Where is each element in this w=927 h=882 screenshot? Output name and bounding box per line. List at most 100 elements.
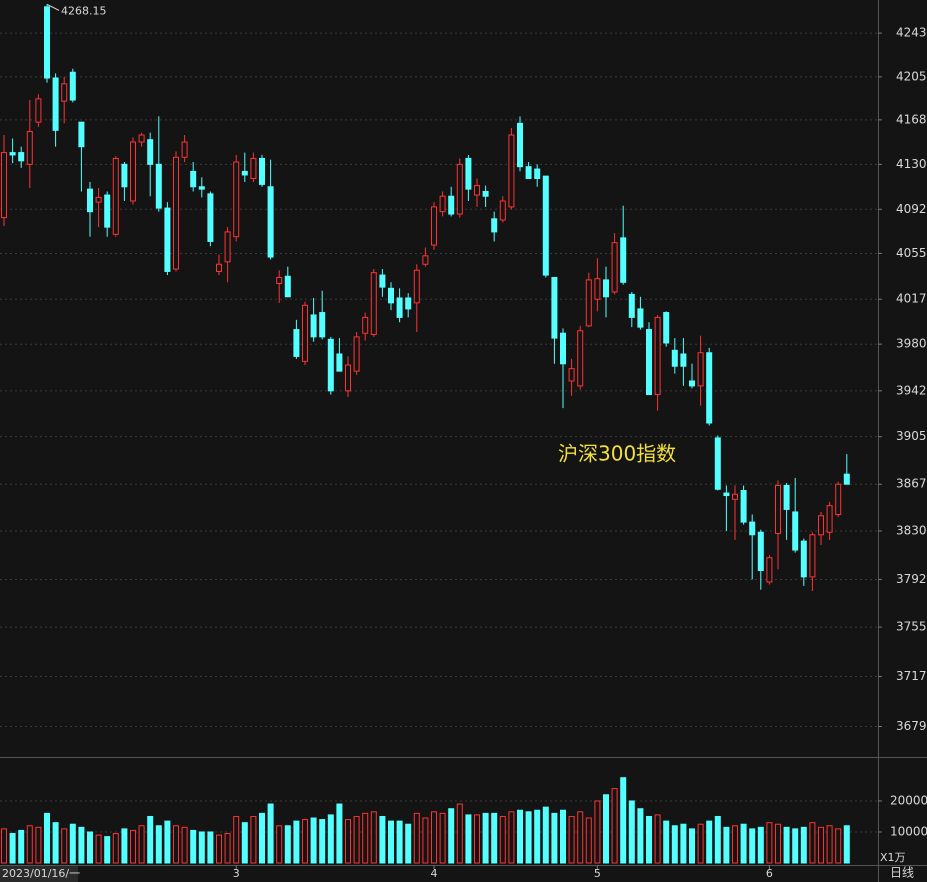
candle-body: [646, 329, 652, 396]
volume-bar: [482, 812, 489, 864]
candle-body: [697, 352, 704, 387]
volume-bar: [69, 823, 76, 864]
volume-bar: [723, 826, 730, 864]
candle-body: [35, 98, 42, 123]
volume-bar: [9, 833, 16, 864]
candle-body: [835, 483, 842, 515]
candle-body: [568, 368, 575, 382]
candle-body: [517, 122, 523, 168]
volume-bar: [809, 822, 816, 864]
volume-bar: [431, 811, 437, 864]
volume-bar: [714, 815, 721, 864]
candle-body: [499, 200, 506, 221]
candle-body: [818, 515, 824, 536]
candle-body: [439, 195, 446, 213]
y-tick-label: 4205: [896, 69, 927, 83]
volume-bar: [818, 826, 824, 864]
volume-bar: [551, 812, 558, 864]
candle-body: [284, 275, 291, 298]
candle-body: [78, 121, 85, 148]
chart-title: 沪深300指数: [558, 442, 676, 466]
high-pointer: [46, 3, 60, 11]
candle-body: [147, 139, 154, 165]
y-tick-label: 3867: [896, 477, 927, 491]
volume-bar: [800, 826, 807, 864]
candle-body: [706, 352, 713, 424]
candle-body: [9, 152, 16, 156]
volume-bar: [112, 833, 119, 864]
volume-bar: [517, 809, 523, 864]
candle-body: [233, 161, 240, 238]
volume-bar: [413, 812, 420, 864]
candle-body: [52, 77, 59, 131]
volume-bar: [207, 831, 214, 864]
volume-bar: [78, 826, 85, 864]
volume-bar: [603, 794, 609, 864]
volume-bar: [689, 828, 695, 864]
candle-body: [87, 188, 93, 213]
candle-body: [431, 206, 437, 246]
high-label: 4268.15: [61, 4, 107, 17]
candle-body: [585, 279, 592, 327]
candle-body: [577, 330, 584, 387]
volume-bar: [87, 831, 93, 864]
candle-body: [69, 71, 76, 101]
candle-body: [766, 557, 773, 583]
volume-bar: [284, 825, 291, 864]
y-tick-label: 4055: [896, 246, 927, 260]
candle-body: [216, 263, 222, 272]
candle-body: [259, 157, 265, 185]
y-tick-label: 3717: [896, 669, 927, 683]
candle-body: [207, 193, 214, 242]
y-tick-label: 10000: [890, 824, 927, 838]
candle-body: [104, 194, 111, 228]
volume-bar: [241, 822, 248, 864]
volume-bar: [671, 825, 678, 864]
candle-body: [482, 190, 489, 197]
volume-bar: [216, 834, 222, 864]
candle-body: [310, 314, 317, 338]
candle-body: [448, 195, 455, 215]
candle-body: [319, 312, 326, 338]
volume-bar: [766, 822, 773, 864]
volume-bar: [749, 828, 756, 864]
x-label-box: [0, 866, 78, 882]
candle-body: [594, 278, 601, 300]
volume-bar: [104, 836, 111, 864]
volume-bar: [396, 820, 403, 864]
candle-body: [413, 269, 420, 304]
volume-bar: [594, 800, 601, 864]
volume-bar: [345, 819, 351, 864]
y-tick-label: 4092: [896, 202, 927, 216]
volume-bar: [26, 825, 33, 864]
volume-bar: [362, 812, 369, 864]
volume-bar: [370, 811, 377, 864]
candle-body: [345, 364, 351, 392]
candle-body: [620, 237, 627, 283]
volume-bar: [508, 811, 515, 864]
candle-body: [456, 163, 463, 215]
volume-bar: [327, 814, 334, 864]
volume-bar: [190, 829, 197, 864]
candle-body: [775, 484, 781, 535]
candle-body: [491, 218, 498, 233]
candle-body: [327, 338, 334, 392]
y-tick-label: 3942: [896, 383, 927, 397]
volume-bar: [611, 788, 618, 864]
volume-bar: [637, 808, 644, 864]
volume-bar: [585, 817, 592, 864]
volume-bar: [448, 808, 455, 864]
candle-body: [525, 166, 532, 179]
volume-bar: [18, 829, 25, 864]
volume-bar: [663, 820, 670, 864]
candle-body: [190, 170, 197, 188]
volume-bar: [560, 809, 566, 864]
volume-bar: [52, 822, 59, 864]
candle-body: [224, 231, 231, 263]
volume-bar: [757, 826, 764, 864]
candle-body: [250, 157, 257, 179]
volume-bar: [310, 817, 317, 864]
volume-bar: [224, 833, 231, 864]
volume-bar: [465, 814, 472, 864]
